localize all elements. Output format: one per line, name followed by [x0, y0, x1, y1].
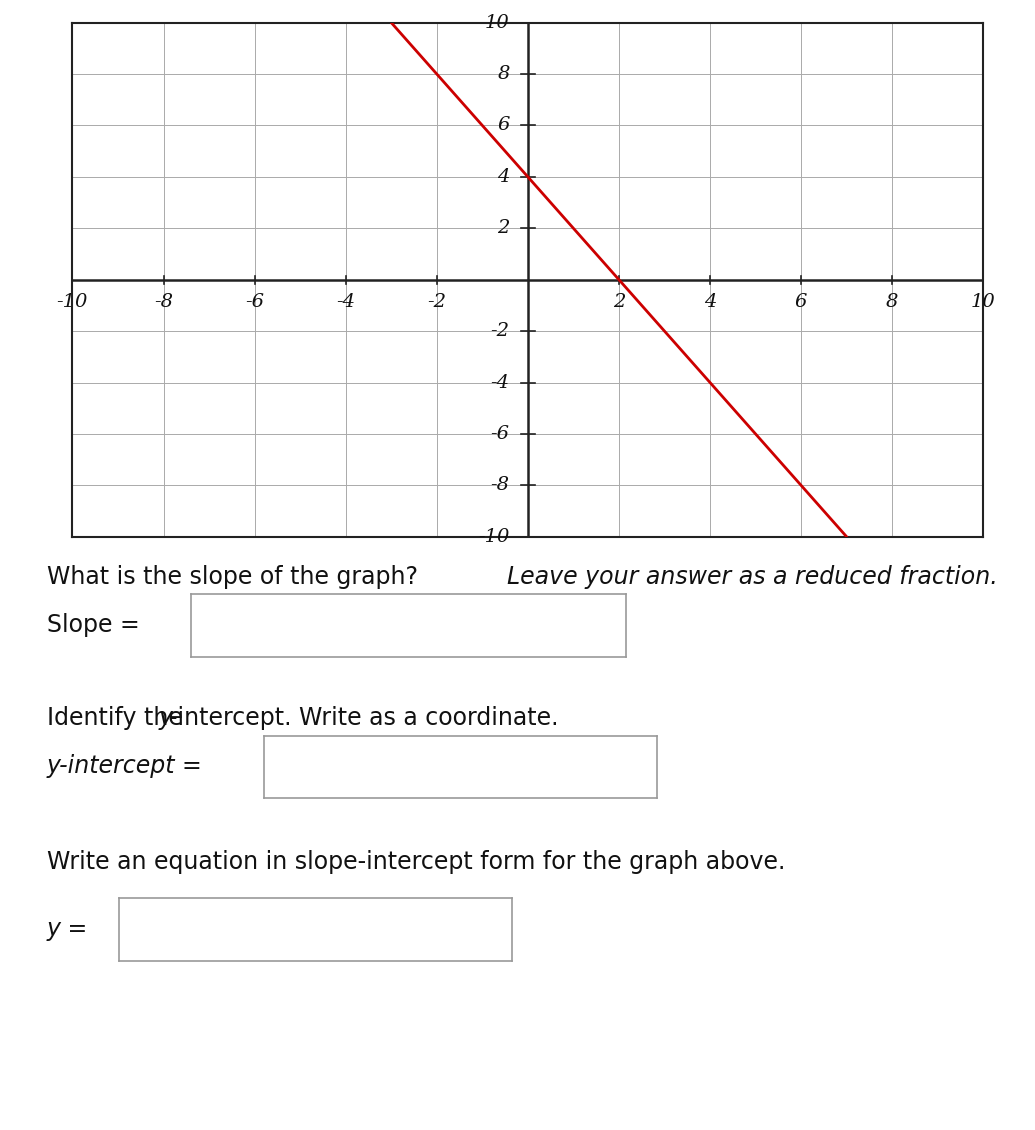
Text: -6: -6	[491, 425, 509, 443]
Text: 6: 6	[795, 293, 807, 311]
Text: -2: -2	[427, 293, 446, 311]
Text: Write an equation in slope-intercept form for the graph above.: Write an equation in slope-intercept for…	[47, 850, 785, 873]
Text: 8: 8	[497, 66, 509, 82]
Text: 4: 4	[497, 168, 509, 185]
Text: 2: 2	[613, 293, 625, 311]
Text: -4: -4	[491, 374, 509, 391]
Text: 2: 2	[497, 219, 509, 237]
Text: -8: -8	[491, 477, 509, 494]
Text: 8: 8	[886, 293, 898, 311]
Text: Identify the: Identify the	[47, 706, 190, 730]
Text: 4: 4	[704, 293, 716, 311]
Text: -6: -6	[245, 293, 264, 311]
Text: y-intercept =: y-intercept =	[47, 754, 202, 779]
Text: -2: -2	[491, 322, 509, 340]
Text: 6: 6	[497, 116, 509, 134]
Text: -8: -8	[154, 293, 173, 311]
Text: y: y	[158, 706, 173, 730]
Text: 10: 10	[484, 14, 509, 32]
Text: -10: -10	[57, 293, 88, 311]
Text: What is the slope of the graph?: What is the slope of the graph?	[47, 565, 425, 589]
Text: -4: -4	[336, 293, 355, 311]
Text: 10: 10	[971, 293, 996, 311]
Text: y =: y =	[47, 916, 88, 941]
Text: Slope =: Slope =	[47, 612, 140, 637]
Text: Leave your answer as a reduced fraction.: Leave your answer as a reduced fraction.	[507, 565, 998, 589]
Text: -10: -10	[478, 528, 509, 546]
Text: -intercept. Write as a coordinate.: -intercept. Write as a coordinate.	[169, 706, 558, 730]
